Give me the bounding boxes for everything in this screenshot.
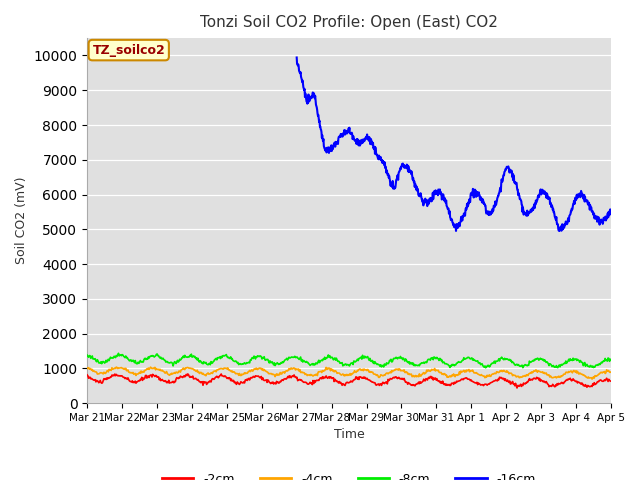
Title: Tonzi Soil CO2 Profile: Open (East) CO2: Tonzi Soil CO2 Profile: Open (East) CO2 bbox=[200, 15, 498, 30]
Legend: -2cm, -4cm, -8cm, -16cm: -2cm, -4cm, -8cm, -16cm bbox=[157, 468, 541, 480]
X-axis label: Time: Time bbox=[333, 429, 364, 442]
Y-axis label: Soil CO2 (mV): Soil CO2 (mV) bbox=[15, 177, 28, 264]
Text: TZ_soilco2: TZ_soilco2 bbox=[92, 44, 165, 57]
